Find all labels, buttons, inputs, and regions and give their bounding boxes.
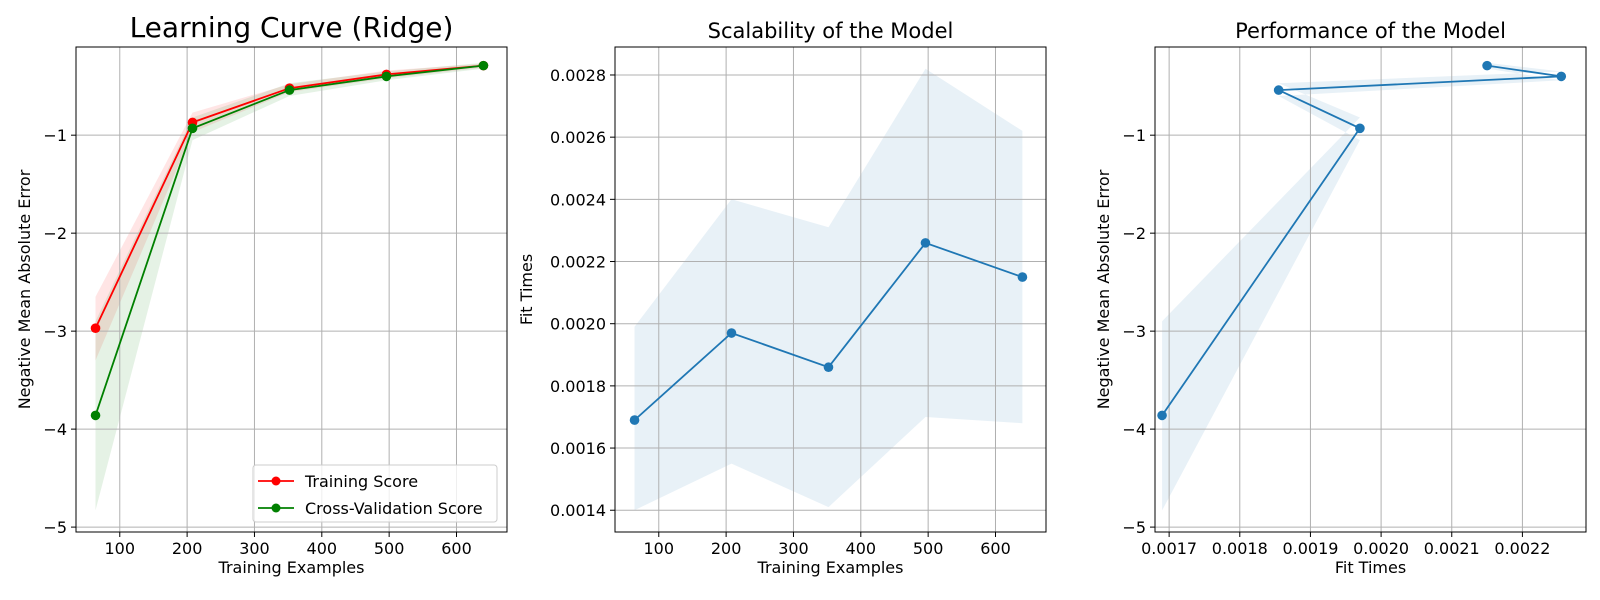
x-tick-label: 0.0022 <box>1494 539 1550 558</box>
y-tick-label: −1 <box>1122 126 1146 145</box>
y-axis-label: Fit Times <box>517 254 536 325</box>
x-tick-label: 200 <box>172 539 203 558</box>
x-axis-label: Fit Times <box>1335 558 1406 577</box>
plot-frame <box>75 46 508 533</box>
legend-label-training: Training Score <box>304 472 418 491</box>
y-axis-label: Negative Mean Absolute Error <box>15 169 34 409</box>
y-tick-label: 0.0016 <box>550 439 606 458</box>
legend-frame <box>252 464 498 523</box>
x-tick-label: 100 <box>105 539 136 558</box>
y-tick-label: −5 <box>1122 518 1146 537</box>
y-tick-label: 0.0026 <box>550 128 606 147</box>
legend: Training Score Cross-Validation Score <box>252 464 498 523</box>
panel-learning-curve: 100 200 300 400 500 600 −5 −4 −3 −2 −1 Learning Cu… <box>15 11 508 577</box>
x-tick-label: 500 <box>374 539 405 558</box>
y-tick-label: −3 <box>43 322 67 341</box>
series-0-point <box>1355 123 1365 134</box>
chart-title: Scalability of the Model <box>708 19 954 43</box>
x-tick-label: 400 <box>846 539 877 558</box>
y-tick-label: −2 <box>1122 224 1146 243</box>
legend-item-training: Training Score <box>258 472 418 491</box>
x-tick-label: 300 <box>778 539 809 558</box>
y-tick-label: −4 <box>1122 420 1146 439</box>
cross-validation-score-point <box>381 71 392 82</box>
y-tick-label: −4 <box>43 420 67 439</box>
x-tick-label: 0.0017 <box>1141 539 1197 558</box>
x-axis-label: Training Examples <box>757 558 904 577</box>
series-0-point <box>823 362 834 373</box>
x-tick-label: 0.0021 <box>1424 539 1480 558</box>
x-tick-label: 0.0020 <box>1353 539 1409 558</box>
y-tick-label: 0.0018 <box>550 377 606 396</box>
x-tick-label: 200 <box>711 539 742 558</box>
cross-validation-score-point <box>478 60 489 71</box>
x-tick-label: 600 <box>980 539 1011 558</box>
y-tick-label: 0.0028 <box>550 66 606 85</box>
legend-swatch-marker <box>271 503 281 513</box>
x-tick-label: 0.0019 <box>1282 539 1338 558</box>
cross-validation-score-point <box>90 410 101 421</box>
y-axis-label: Negative Mean Absolute Error <box>1094 169 1113 409</box>
y-tick-label: 0.0014 <box>550 501 606 520</box>
series-0-point <box>1273 85 1284 95</box>
y-tick-label: 0.0020 <box>550 315 606 334</box>
cross-validation-score-point <box>284 85 295 95</box>
y-tick-label: −5 <box>43 518 67 537</box>
series-0-point <box>1017 272 1028 282</box>
x-tick-label: 500 <box>913 539 944 558</box>
series-0-point <box>1157 410 1167 421</box>
series-0-point <box>1556 71 1567 82</box>
x-tick-label: 300 <box>239 539 270 558</box>
y-tick-label: −1 <box>43 126 67 145</box>
panel-scalability: 100 200 300 400 500 600 0.0014 0.0016 0.0018 0.00… <box>517 19 1047 577</box>
cross-validation-score-point <box>187 123 198 134</box>
plot-frame <box>1154 46 1587 533</box>
training-score-point <box>90 323 101 334</box>
plot-frame <box>614 46 1047 533</box>
x-tick-label: 0.0018 <box>1212 539 1268 558</box>
series-0-std-band <box>1162 62 1562 511</box>
series-0-std-band <box>634 68 1023 511</box>
legend-swatch-marker <box>271 476 281 486</box>
legend-label-cross-validation: Cross-Validation Score <box>305 499 483 518</box>
cross-validation-score-line <box>94 64 484 416</box>
y-tick-label: −2 <box>43 224 67 243</box>
x-tick-label: 600 <box>441 539 472 558</box>
x-tick-label: 400 <box>307 539 338 558</box>
y-tick-label: 0.0022 <box>550 253 606 272</box>
series-0-point <box>920 238 931 248</box>
chart-title: Performance of the Model <box>1235 19 1506 43</box>
x-axis-label: Training Examples <box>218 558 365 577</box>
series-0-point <box>726 328 737 338</box>
series-0-point <box>1482 60 1492 71</box>
legend-item-cross-validation: Cross-Validation Score <box>258 499 483 518</box>
y-tick-label: −3 <box>1122 322 1146 341</box>
series-0-point <box>629 415 640 425</box>
chart-title: Learning Curve (Ridge) <box>130 11 454 44</box>
panel-performance: 0.0017 0.0018 0.0019 0.0020 0.0021 0.0022 −5 −4… <box>1094 19 1587 577</box>
y-tick-label: 0.0024 <box>550 190 606 209</box>
x-tick-label: 100 <box>644 539 675 558</box>
cross-validation-score-std-band <box>95 62 484 511</box>
